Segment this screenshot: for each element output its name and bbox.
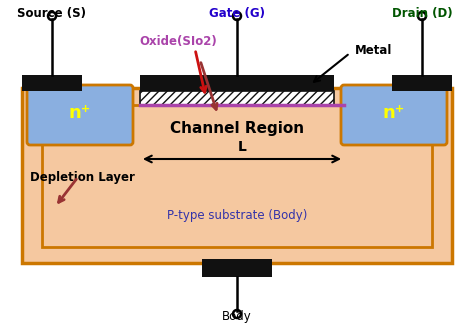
Text: Depletion Layer: Depletion Layer [30, 171, 135, 184]
FancyBboxPatch shape [27, 85, 133, 145]
Text: n⁺: n⁺ [69, 104, 91, 122]
Text: Gate (G): Gate (G) [209, 7, 265, 20]
Bar [140, 91, 334, 105]
Bar [22, 88, 452, 263]
Text: Channel Region: Channel Region [170, 122, 304, 136]
Text: Metal: Metal [355, 45, 392, 58]
Text: Drain (D): Drain (D) [392, 7, 452, 20]
FancyBboxPatch shape [341, 85, 447, 145]
Text: Body: Body [222, 310, 252, 323]
Text: L: L [237, 140, 246, 154]
Bar [140, 75, 334, 91]
Text: n⁺: n⁺ [383, 104, 405, 122]
Bar [42, 105, 432, 247]
Bar [202, 259, 272, 277]
Text: Oxide(SIo2): Oxide(SIo2) [139, 34, 217, 47]
Text: P-type substrate (Body): P-type substrate (Body) [167, 209, 307, 222]
Text: Source (S): Source (S) [18, 7, 86, 20]
Bar [392, 75, 452, 91]
Bar [22, 75, 82, 91]
